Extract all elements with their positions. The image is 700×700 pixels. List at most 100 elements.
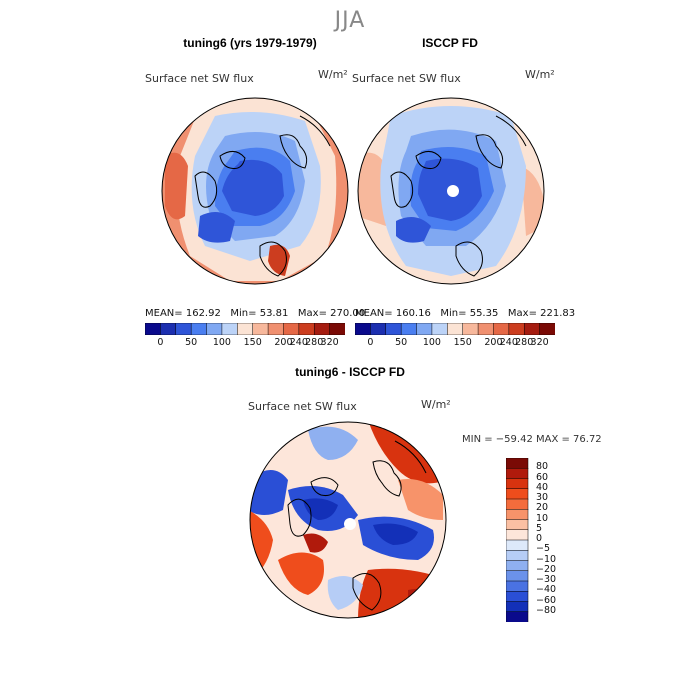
colorbar-swatch [506,498,529,510]
units-obs: W/m² [525,68,555,81]
colorbar-swatch [221,323,239,335]
colorbar-obs [355,323,555,335]
var-label-obs: Surface net SW flux [352,72,461,85]
colorbar-swatch [160,323,177,335]
panel-title-model: tuning6 (yrs 1979-1979) [183,36,317,50]
panel-title-obs: ISCCP FD [422,36,478,50]
polar-map-model [161,97,349,285]
units-diff: W/m² [421,398,451,411]
colorbar-swatch [447,323,464,335]
colorbar-swatch [400,323,418,335]
colorbar-swatch [298,323,315,335]
colorbar-swatch [506,601,529,613]
colorbar-tick-label: −20 [536,563,557,575]
colorbar-tick-label: 60 [536,471,549,483]
colorbar-swatch [506,580,529,592]
colorbar-swatch [506,611,529,622]
colorbar-swatch [523,323,541,335]
coastline-greenland-like [194,171,218,208]
polar-map-diff [249,421,447,619]
colorbar-swatch [508,323,525,335]
season-title: JJA [334,8,366,33]
colorbar-tick-label: 10 [536,512,549,524]
colorbar-swatch [329,323,345,335]
colorbar-tick-label: 280 [305,337,324,348]
colorbar-tick-label: −30 [536,574,557,585]
polar-map-obs [357,97,545,285]
coastline-europe [259,241,287,277]
colorbar-swatch [506,560,529,572]
colorbar-swatch [190,323,208,335]
colorbar-swatch [313,323,331,335]
map-boundary [161,97,349,285]
colorbar-swatch [477,323,495,335]
colorbar-tick-label: 240 [289,337,308,348]
colorbar-tick-label: 5 [536,522,543,534]
colorbar-swatch [431,323,449,335]
colorbar-swatch [252,323,269,335]
coastline-siberia [279,134,308,169]
colorbar-tick-label: 100 [212,337,231,348]
colorbar-swatch [237,323,254,335]
colorbar-swatch [206,323,223,335]
colorbar-swatch [506,468,529,480]
colorbar-tick-label: 320 [530,337,549,348]
colorbar-tick-label: 150 [243,337,262,348]
colorbar-labels-diff: 80 60 40 30 20 10 5 0 −5 −10 −20 −30 −40 −60 −80 [536,458,576,622]
missing-data-pole [447,185,459,197]
colorbar-swatch [506,570,529,582]
colorbar-swatch [493,323,510,335]
colorbar-swatch [145,323,162,335]
colorbar-tick-label: 280 [515,337,534,348]
colorbar-tick-label: 100 [422,337,441,348]
colorbar-swatch [506,519,529,531]
colorbar-tick-label: 0 [367,337,374,348]
coastline-islands [219,151,246,169]
colorbar-swatch [506,539,529,551]
colorbar-swatch [506,529,529,541]
colorbar-swatch [506,458,529,469]
colorbar-tick-label: 50 [185,337,198,348]
colorbar-swatch [355,323,372,335]
colorbar-tick-label: −5 [536,543,551,555]
colorbar-swatch [175,323,192,335]
minmax-diff: MIN = −59.42 MAX = 76.72 [462,434,602,445]
colorbar-tick-label: 50 [395,337,408,348]
colorbar-tick-label: 320 [320,337,339,348]
colorbar-model [145,323,345,335]
colorbar-tick-label: −80 [536,604,557,616]
colorbar-labels-obs: 0 50 100 150 200 240 280 320 [355,337,555,351]
colorbar-swatch [539,323,555,335]
colorbar-tick-label: 30 [536,492,549,503]
var-label-model: Surface net SW flux [145,72,254,85]
colorbar-swatch [462,323,479,335]
stats-obs: MEAN= 160.16 Min= 55.35 Max= 221.83 [355,308,576,319]
colorbar-tick-label: 80 [536,461,549,473]
colorbar-swatch [506,591,529,603]
colorbar-tick-label: 240 [499,337,518,348]
colorbar-tick-label: 200 [484,337,503,348]
colorbar-tick-label: −40 [536,584,557,596]
stats-model: MEAN= 162.92 Min= 53.81 Max= 270.00 [145,308,366,319]
colorbar-tick-label: 150 [453,337,472,348]
colorbar-tick-label: 20 [536,502,549,514]
var-label-diff: Surface net SW flux [248,400,357,413]
colorbar-swatch [506,478,529,490]
colorbar-labels-model: 0 50 100 150 200 240 280 320 [145,337,345,351]
colorbar-swatch [416,323,433,335]
colorbar-tick-label: 0 [536,533,543,544]
colorbar-swatch [283,323,300,335]
colorbar-swatch [506,509,529,521]
colorbar-swatch [385,323,402,335]
colorbar-tick-label: 0 [157,337,164,348]
panel-title-diff: tuning6 - ISCCP FD [295,365,405,379]
colorbar-swatch [370,323,387,335]
colorbar-swatch [506,550,529,562]
colorbar-tick-label: 200 [274,337,293,348]
colorbar-swatch [506,488,529,500]
colorbar-tick-label: 40 [536,481,549,493]
coastline-asia [299,115,331,147]
colorbar-tick-label: −10 [536,553,557,565]
colorbar-swatch [267,323,285,335]
colorbar-tick-label: −60 [536,594,557,606]
